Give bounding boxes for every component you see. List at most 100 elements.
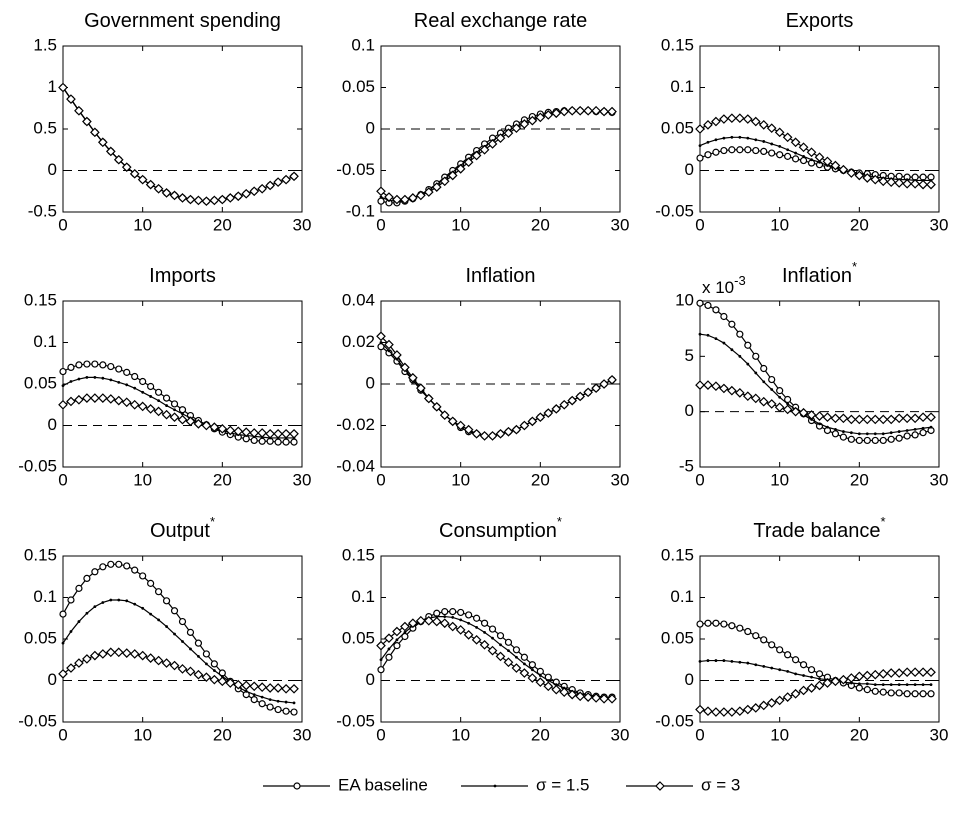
marker	[703, 380, 713, 390]
marker	[728, 622, 736, 630]
y-tick-label: 0.15	[24, 290, 57, 309]
marker	[798, 142, 809, 153]
marker	[117, 380, 121, 384]
marker	[897, 430, 901, 433]
marker	[810, 158, 813, 162]
marker	[798, 685, 809, 696]
marker	[730, 135, 734, 139]
marker	[768, 641, 776, 649]
marker	[58, 82, 68, 93]
marker	[519, 420, 530, 431]
marker	[768, 149, 776, 157]
marker	[400, 362, 410, 373]
marker	[153, 406, 164, 417]
marker	[838, 413, 849, 424]
marker	[559, 106, 570, 117]
marker	[760, 636, 768, 644]
marker	[575, 691, 586, 702]
panel-title: Inflation	[465, 265, 535, 287]
marker	[289, 683, 299, 694]
marker	[85, 375, 89, 379]
marker	[889, 683, 893, 687]
marker	[455, 163, 466, 174]
marker	[69, 630, 73, 633]
title-text: Imports	[149, 265, 216, 287]
marker	[727, 707, 737, 717]
marker	[734, 706, 745, 717]
legend-marker	[493, 784, 497, 788]
marker	[902, 667, 912, 678]
marker	[423, 393, 434, 404]
marker	[695, 124, 705, 134]
marker	[193, 418, 204, 429]
marker	[379, 658, 383, 662]
series-line	[62, 87, 295, 202]
marker	[266, 703, 274, 711]
marker	[913, 427, 917, 431]
marker	[842, 430, 845, 433]
marker	[376, 640, 386, 651]
y-tick-label: 0.1	[670, 77, 694, 96]
marker	[233, 679, 244, 690]
marker	[379, 341, 383, 344]
marker	[902, 413, 912, 424]
x-tick-label: 30	[611, 215, 630, 234]
marker	[857, 682, 861, 686]
marker	[209, 422, 220, 433]
marker	[734, 113, 745, 124]
marker	[67, 596, 75, 604]
marker	[249, 428, 260, 438]
title-superscript: *	[210, 514, 215, 529]
axis-multiplier: x 10-3	[702, 273, 746, 297]
marker	[258, 437, 266, 445]
x-tick-label: 30	[930, 470, 949, 489]
marker	[744, 341, 752, 349]
marker	[115, 560, 123, 568]
marker	[201, 672, 212, 683]
marker	[483, 630, 486, 634]
marker	[408, 618, 418, 629]
marker	[290, 708, 298, 716]
marker	[738, 135, 742, 139]
marker	[760, 147, 768, 156]
marker	[719, 114, 729, 124]
legend-label: σ = 3	[701, 775, 740, 794]
marker	[865, 682, 869, 686]
marker	[791, 656, 800, 664]
y-tick-label: -0.05	[655, 711, 694, 730]
x-tick-label: 0	[58, 470, 67, 489]
marker	[233, 426, 244, 437]
marker	[738, 354, 742, 358]
y-tick-label: -5	[679, 456, 694, 475]
marker	[698, 144, 702, 148]
y-tick-label: -0.1	[346, 201, 375, 220]
marker	[519, 668, 530, 678]
x-tick-label: 20	[850, 215, 869, 234]
marker	[149, 612, 153, 616]
marker	[97, 137, 108, 148]
marker	[752, 632, 760, 640]
series-line	[380, 335, 613, 437]
marker	[846, 673, 857, 683]
y-tick-label: 0.1	[33, 587, 57, 606]
x-tick-label: 0	[58, 215, 67, 234]
marker	[189, 647, 192, 651]
x-tick-label: 30	[293, 215, 312, 234]
marker	[133, 386, 137, 390]
marker	[487, 139, 498, 149]
x-tick-label: 30	[611, 470, 630, 489]
marker	[714, 337, 718, 341]
marker	[807, 666, 816, 674]
marker	[918, 179, 928, 190]
marker	[121, 648, 132, 658]
marker	[384, 339, 394, 350]
y-tick-label: 0.02	[342, 332, 375, 351]
marker	[257, 682, 268, 692]
marker	[798, 407, 809, 418]
marker	[129, 168, 140, 179]
marker	[744, 627, 752, 636]
multiplier-base: x 10	[702, 278, 734, 297]
marker	[59, 367, 67, 376]
marker	[82, 393, 92, 403]
marker	[719, 383, 729, 394]
